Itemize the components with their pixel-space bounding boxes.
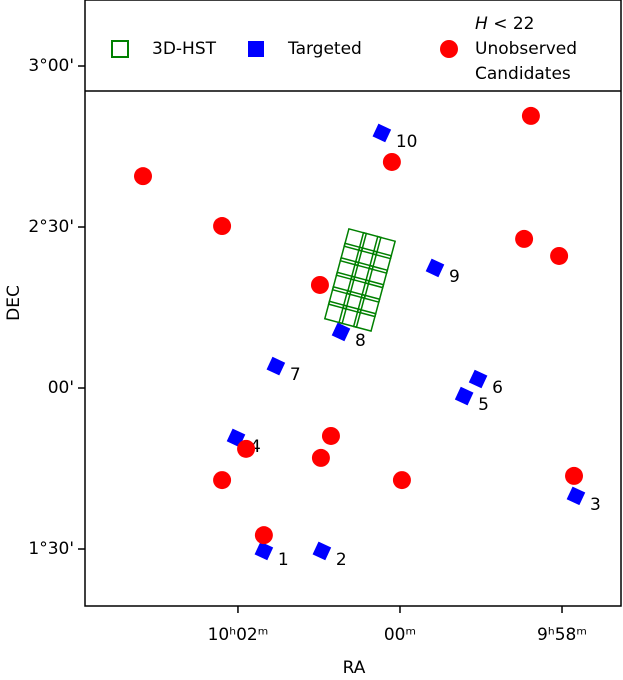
point [327, 285, 352, 310]
point-label: 4 [250, 437, 261, 457]
point [392, 471, 411, 490]
point [254, 526, 273, 545]
point [213, 471, 232, 490]
point [550, 246, 569, 265]
point [454, 386, 474, 406]
point [515, 229, 534, 248]
point [357, 231, 382, 256]
legend-label: 3D-HST [152, 39, 217, 59]
point-label: 1 [278, 550, 289, 570]
y-tick-label: 1°30' [28, 539, 74, 559]
point [521, 106, 540, 125]
y-tick-label: 3°00' [28, 56, 74, 76]
point [350, 260, 375, 285]
point [323, 300, 348, 325]
point [213, 217, 232, 236]
point [425, 258, 445, 278]
point [339, 242, 364, 267]
point [566, 486, 586, 506]
point [342, 289, 366, 314]
point [372, 123, 392, 143]
point [237, 439, 256, 458]
point-label: 6 [492, 378, 503, 398]
point [352, 308, 377, 333]
point [360, 279, 385, 304]
point [266, 356, 286, 376]
point [468, 369, 488, 389]
y-tick-label: 2°30' [28, 217, 74, 237]
axes-frame [84, 0, 622, 607]
point [346, 275, 371, 300]
point-label: 9 [449, 267, 460, 287]
point-label: 2 [336, 550, 347, 570]
legend-marker [440, 40, 458, 58]
point [134, 167, 153, 186]
point-label: 5 [478, 395, 489, 415]
x-tick-label: 9ʰ58ᵐ [537, 625, 587, 645]
point [254, 541, 274, 561]
point [321, 426, 340, 445]
point-label: 3 [590, 495, 601, 515]
point [335, 256, 360, 281]
x-axis-label: RA [343, 658, 366, 678]
y-tick-label: 00' [48, 378, 74, 398]
point [331, 322, 351, 342]
legend-box [85, 0, 621, 91]
legend-marker [111, 40, 129, 58]
y-axis-label: DEC [4, 285, 24, 321]
legend-label: Targeted [287, 39, 362, 59]
point [372, 235, 397, 260]
point [382, 152, 401, 171]
legend-label: H < 22 Unobserved Candidates [475, 14, 577, 84]
point-label: 10 [396, 132, 418, 152]
x-tick-label: 00ᵐ [384, 625, 416, 645]
x-tick-label: 10ʰ02ᵐ [208, 625, 269, 645]
point [311, 448, 330, 467]
point [310, 275, 329, 294]
point-label: 8 [355, 331, 366, 351]
point [338, 304, 363, 329]
point [343, 227, 368, 252]
point [354, 246, 378, 271]
point [364, 264, 389, 289]
point [565, 466, 584, 485]
point-label: 7 [290, 365, 301, 385]
legend-marker [248, 41, 264, 57]
point [356, 293, 381, 318]
point [331, 271, 356, 296]
point [368, 250, 393, 275]
point [312, 541, 332, 561]
